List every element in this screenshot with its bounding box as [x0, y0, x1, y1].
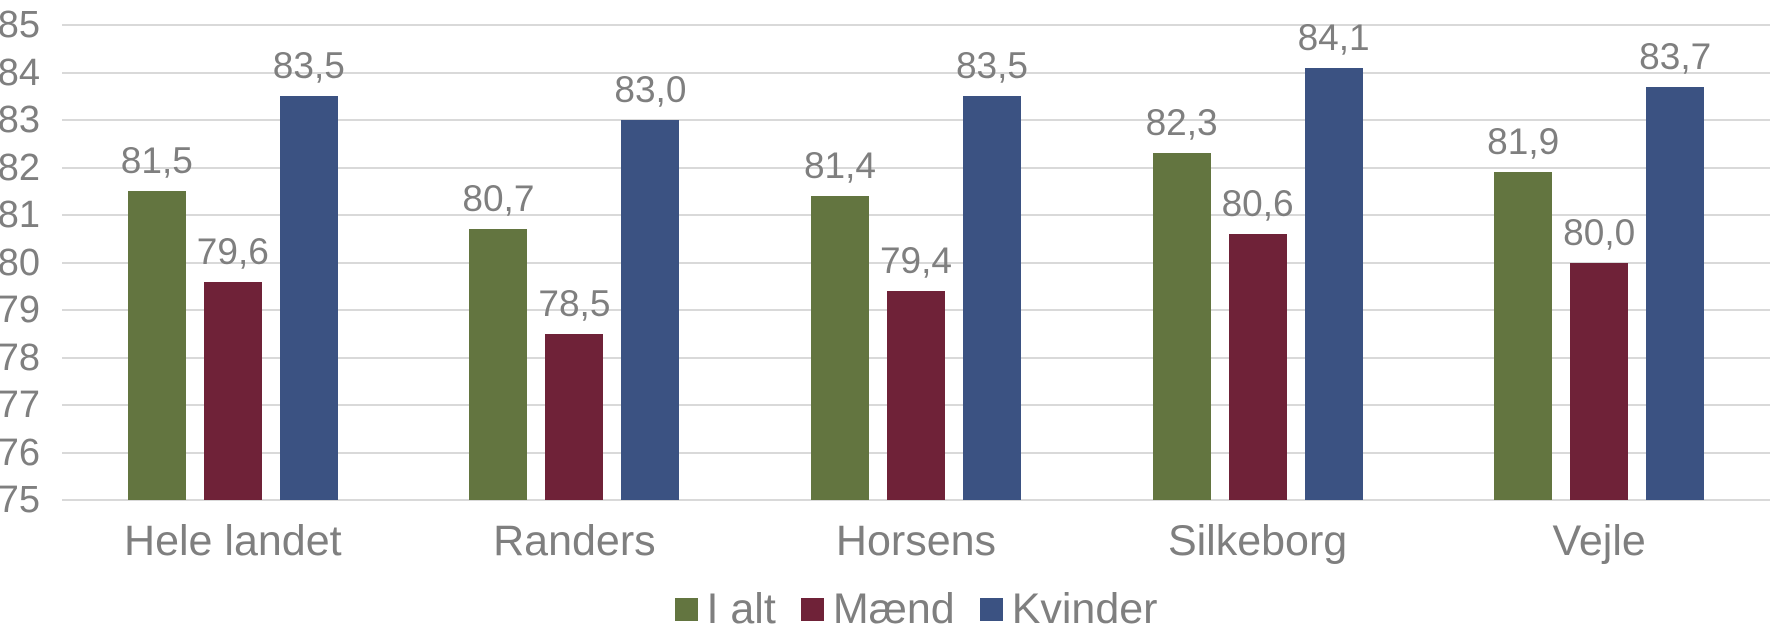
legend-item-kvinder: Kvinder [979, 585, 1158, 633]
legend-label-ialt: I alt [706, 585, 776, 633]
bar-column-maend: 79,4 [880, 25, 952, 500]
bar-value-label: 80,0 [1563, 211, 1636, 253]
y-axis-tick-label: 85 [0, 4, 40, 46]
bar-kvinder [621, 120, 680, 500]
bar-maend [1570, 262, 1629, 500]
bar-maend [1228, 234, 1287, 500]
y-axis-tick-label: 76 [0, 431, 40, 474]
bar-column-maend: 79,6 [197, 25, 269, 500]
bar-group-3: 82,3 80,6 84,1 [1087, 19, 1429, 500]
bar-group-0: 81,5 79,6 83,5 [62, 25, 404, 500]
bar-column-kvinder: 83,5 [273, 25, 345, 500]
bar-maend [203, 281, 262, 500]
y-axis-tick-label: 84 [0, 51, 40, 94]
bar-value-label: 81,5 [120, 140, 193, 182]
gridline [62, 214, 1770, 216]
x-axis-category-label: Silkeborg [1167, 517, 1348, 565]
x-axis-category-label: Hele landet [124, 517, 342, 565]
bar-value-label: 80,6 [1221, 183, 1294, 224]
x-axis-category-label: Randers [493, 517, 656, 565]
bar-maend [886, 291, 945, 500]
legend: I alt Mænd Kvinder [62, 588, 1770, 631]
legend-label-kvinder: Kvinder [1011, 585, 1158, 633]
bar-column-ialt: 81,9 [1487, 25, 1559, 500]
gridline [62, 166, 1770, 169]
y-axis-tick-label: 82 [0, 146, 40, 189]
bar-ialt [1152, 153, 1211, 500]
x-axis-category-label: Horsens [835, 517, 997, 565]
bar-value-label: 82,3 [1145, 102, 1218, 144]
bar-group-2: 81,4 79,4 83,5 [745, 25, 1087, 500]
bar-group-1: 80,7 78,5 83,0 [404, 25, 746, 500]
gridline [62, 499, 1770, 501]
plot-area: 75 76 77 78 79 80 81 82 83 84 85 81,5 79,6 83,5 80,7 78… [0, 6, 1770, 519]
bar-value-label: 81,9 [1487, 121, 1560, 163]
bar-ialt [1494, 172, 1553, 500]
bar-value-label: 83,7 [1639, 35, 1712, 77]
gridline [62, 261, 1770, 264]
bar-column-kvinder: 83,5 [956, 25, 1028, 500]
bar-value-label: 80,7 [462, 178, 535, 220]
y-axis-tick-label: 80 [0, 241, 40, 284]
legend-swatch-maend [800, 598, 824, 621]
bar-value-label: 79,4 [879, 240, 952, 281]
bar-column-maend: 80,0 [1563, 25, 1635, 500]
gridline [62, 71, 1770, 74]
bar-value-label: 78,5 [538, 282, 611, 324]
bar-value-label: 81,4 [803, 145, 876, 186]
bar-ialt [810, 196, 869, 500]
bar-column-maend: 80,6 [1222, 25, 1294, 500]
bar-kvinder [1646, 86, 1705, 500]
legend-item-maend: Mænd [800, 585, 955, 633]
legend-swatch-ialt [674, 598, 698, 621]
bar-value-label: 84,1 [1297, 16, 1370, 58]
bar-column-ialt: 81,5 [121, 25, 193, 500]
bar-ialt [469, 229, 528, 500]
legend-item-ialt: I alt [674, 585, 776, 633]
bar-group-4: 81,9 80,0 83,7 [1428, 25, 1770, 500]
bar-value-label: 83,0 [614, 69, 687, 110]
x-axis-category-label: Vejle [1552, 517, 1646, 565]
bar-maend [545, 333, 604, 500]
legend-label-maend: Mænd [832, 585, 955, 633]
y-axis-tick-label: 81 [0, 194, 40, 236]
bar-column-ialt: 81,4 [804, 25, 876, 500]
y-axis-tick-label: 79 [0, 289, 40, 331]
bar-column-kvinder: 84,1 [1298, 19, 1370, 500]
legend-swatch-kvinder [979, 598, 1003, 621]
bar-value-label: 79,6 [196, 230, 269, 272]
bar-column-ialt: 80,7 [462, 25, 534, 500]
bars-layer: 81,5 79,6 83,5 80,7 78,5 83,0 81,4 79,4 83,5 82,3… [62, 19, 1770, 500]
bar-column-maend: 78,5 [538, 25, 610, 500]
y-axis-tick-label: 77 [0, 384, 40, 426]
bar-ialt [127, 191, 186, 500]
bar-kvinder [1304, 67, 1363, 500]
gridline [62, 24, 1770, 26]
bar-column-kvinder: 83,7 [1639, 25, 1711, 500]
bar-value-label: 83,5 [955, 45, 1028, 87]
y-axis-tick-label: 83 [0, 99, 40, 141]
bar-column-kvinder: 83,0 [614, 25, 686, 500]
x-axis-labels: Hele landet Randers Horsens Silkeborg Vejle [62, 500, 1770, 563]
y-axis-tick-label: 78 [0, 336, 40, 379]
bar-kvinder [962, 96, 1021, 500]
gridline [62, 119, 1770, 121]
y-axis-tick-label: 75 [0, 479, 40, 521]
bar-column-ialt: 82,3 [1146, 25, 1218, 500]
bar-kvinder [279, 96, 338, 500]
bar-value-label: 83,5 [272, 45, 345, 87]
